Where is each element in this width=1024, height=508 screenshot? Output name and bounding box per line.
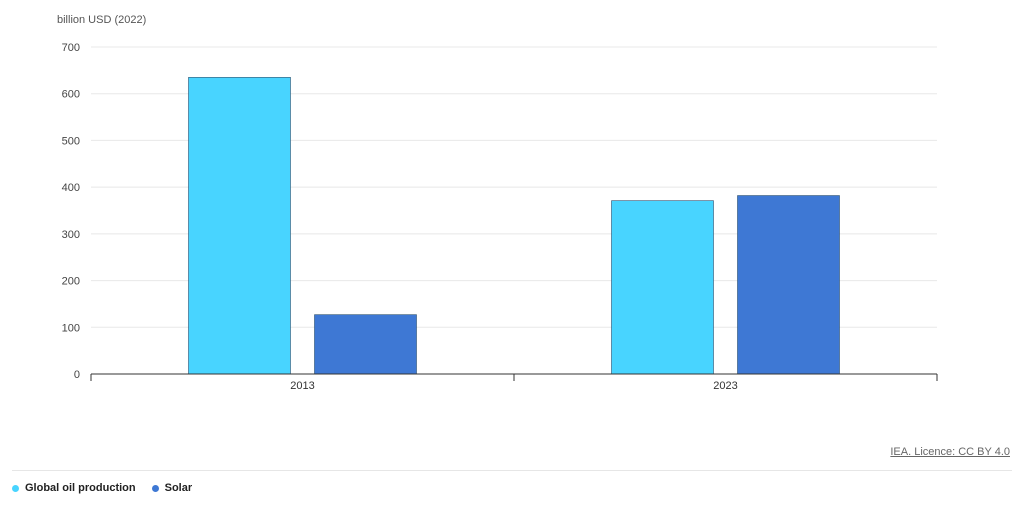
y-tick-label: 200: [62, 276, 80, 288]
y-tick-label: 100: [62, 322, 80, 334]
legend-label: Global oil production: [25, 482, 136, 494]
bar-global-oil-production-2013: [188, 77, 291, 375]
legend-divider: [12, 470, 1012, 471]
y-tick-label: 500: [62, 135, 80, 147]
y-axis-label: billion USD (2022): [57, 14, 146, 26]
legend-item-solar[interactable]: Solar: [151, 482, 193, 494]
bar-global-oil-production-2023: [611, 200, 714, 375]
y-tick-label: 0: [74, 369, 80, 381]
y-tick-label: 300: [62, 229, 80, 241]
bar-chart: billion USD (2022) 0 100 200 300 400 500 600 70…: [57, 14, 938, 392]
x-tick-label: 2013: [290, 380, 314, 392]
legend-swatch: [12, 484, 19, 492]
x-tick-label: 2023: [713, 380, 737, 392]
bar-solar-2013: [314, 314, 417, 375]
y-tick-label: 700: [62, 42, 80, 54]
legend-label: Solar: [164, 482, 193, 494]
legend-item-global-oil-production[interactable]: Global oil production: [12, 482, 136, 494]
y-tick-label: 400: [62, 182, 80, 194]
legend-swatch: [151, 484, 159, 492]
y-tick-label: 600: [62, 89, 80, 101]
x-axis: 2013 2023: [90, 373, 938, 392]
bars-layer: [188, 77, 840, 375]
legend: Global oil production Solar: [12, 482, 192, 494]
bar-solar-2023: [737, 195, 840, 375]
source-link[interactable]: IEA. Licence: CC BY 4.0: [890, 446, 1010, 458]
